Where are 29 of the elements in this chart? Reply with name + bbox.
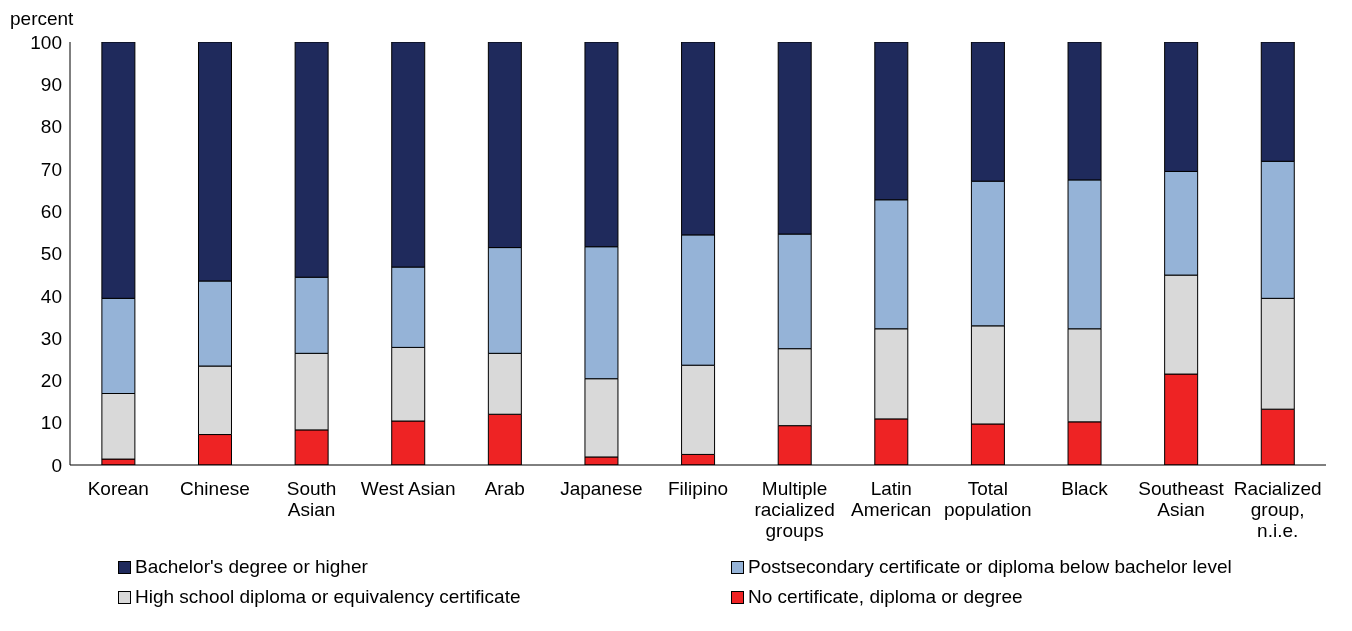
x-tick-label: South Asian bbox=[286, 478, 337, 520]
x-tick-label: Korean bbox=[87, 478, 149, 499]
y-tick-label: 40 bbox=[40, 285, 62, 307]
legend-label: Bachelor's degree or higher bbox=[135, 556, 368, 578]
legend-label: Postsecondary certificate or diploma below bachelor level bbox=[748, 556, 1232, 578]
x-tick-label: Black bbox=[1061, 478, 1109, 499]
legend-label: High school diploma or equivalency certificate bbox=[135, 586, 521, 608]
x-tick-label: Total population bbox=[943, 478, 1032, 520]
x-tick-label: Multiple racialized groups bbox=[754, 478, 835, 541]
y-tick-label: 90 bbox=[40, 74, 62, 96]
x-tick-label: Southeast Asian bbox=[1138, 478, 1225, 520]
y-tick-label: 70 bbox=[40, 158, 62, 180]
y-axis-title: percent bbox=[10, 8, 75, 30]
x-tick-label: Racialized group, n.i.e. bbox=[1233, 478, 1322, 541]
y-tick-label: 10 bbox=[40, 412, 62, 434]
x-tick-label: Latin American bbox=[851, 478, 932, 520]
y-tick-label: 0 bbox=[51, 454, 62, 476]
x-tick-label: Arab bbox=[484, 478, 525, 499]
y-tick-label: 80 bbox=[40, 116, 62, 138]
legend-label: No certificate, diploma or degree bbox=[748, 586, 1023, 608]
y-tick-label: 30 bbox=[40, 327, 62, 349]
y-tick-label: 100 bbox=[30, 31, 62, 53]
x-tick-label: Filipino bbox=[667, 478, 729, 499]
y-tick-label: 20 bbox=[40, 370, 62, 392]
x-tick-label: Japanese bbox=[560, 478, 643, 499]
x-tick-label: West Asian bbox=[360, 478, 456, 499]
x-tick-label: Chinese bbox=[180, 478, 250, 499]
y-tick-label: 60 bbox=[40, 200, 62, 222]
y-tick-label: 50 bbox=[40, 243, 62, 265]
